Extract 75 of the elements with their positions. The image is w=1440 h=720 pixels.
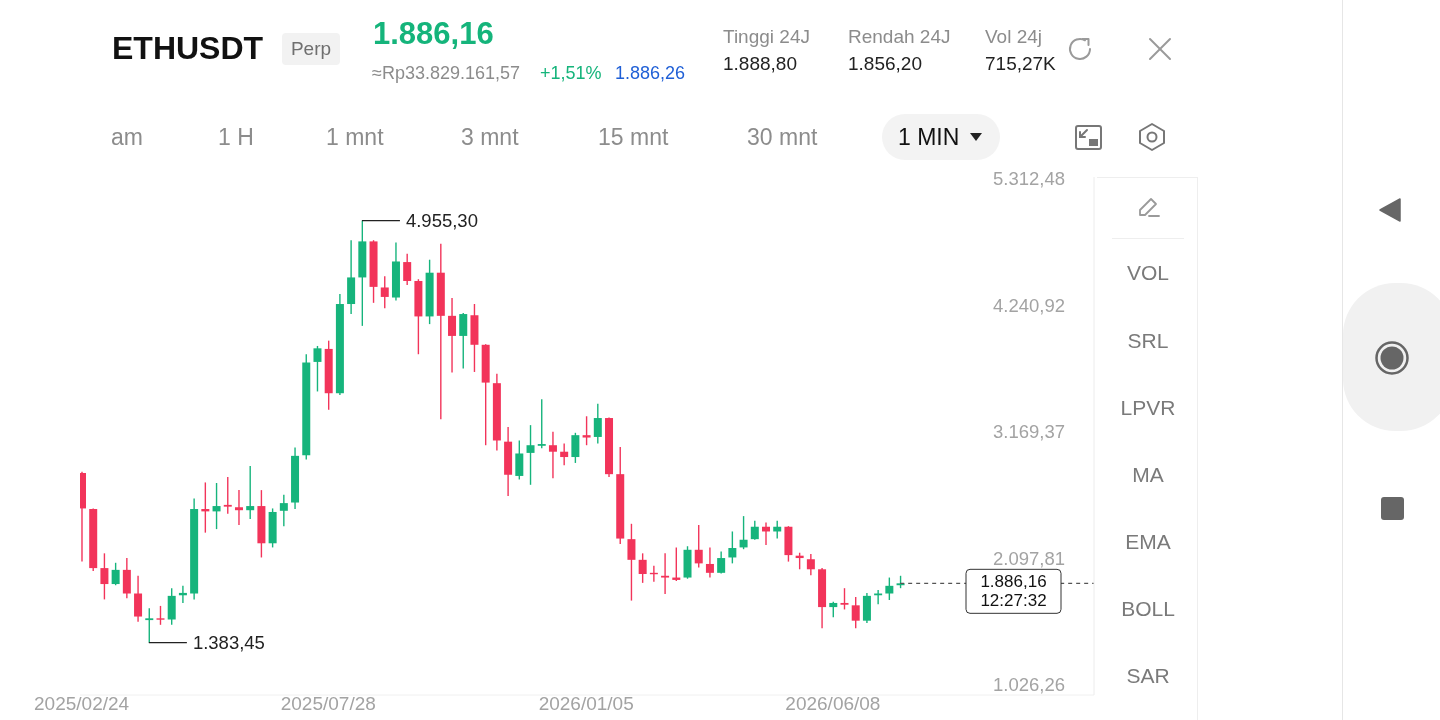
y-tick-label: 4.240,92 bbox=[992, 294, 1065, 316]
candlestick bbox=[582, 415, 591, 446]
text: Rendah 24J bbox=[848, 26, 951, 48]
candlestick bbox=[145, 607, 154, 644]
text: SRL bbox=[1127, 328, 1169, 354]
candlestick bbox=[571, 432, 580, 464]
candlestick bbox=[537, 398, 546, 449]
text: Vol 24j bbox=[985, 26, 1043, 48]
annotation: 1.383,45 bbox=[192, 632, 265, 654]
candlestick bbox=[122, 557, 131, 599]
text: 1 mnt bbox=[326, 123, 384, 151]
candlestick bbox=[134, 575, 143, 623]
candlestick bbox=[403, 253, 412, 286]
candlestick bbox=[100, 552, 109, 601]
text: 1.888,80 bbox=[723, 53, 797, 75]
candlestick bbox=[705, 546, 714, 579]
y-tick-label: 5.312,48 bbox=[992, 167, 1065, 189]
x-tick-label: 2026/01/05 bbox=[538, 693, 634, 715]
candlestick bbox=[156, 605, 165, 626]
text: +1,51% bbox=[540, 62, 602, 84]
text: 1.886,16 bbox=[373, 16, 494, 52]
candlestick bbox=[167, 587, 176, 626]
candlestick bbox=[380, 275, 389, 309]
candlestick bbox=[627, 523, 636, 602]
candlestick bbox=[548, 430, 557, 479]
candlestick bbox=[459, 312, 468, 370]
x-tick-label: 2025/02/24 bbox=[34, 693, 130, 715]
candlestick bbox=[593, 403, 602, 445]
text: 715,27K bbox=[985, 53, 1056, 75]
candlestick bbox=[234, 489, 243, 526]
text: SAR bbox=[1126, 663, 1170, 689]
y-tick-label: 3.169,37 bbox=[992, 421, 1065, 443]
text: 1.856,20 bbox=[848, 53, 922, 75]
text: BOLL bbox=[1121, 596, 1175, 622]
text: 3 mnt bbox=[461, 123, 519, 151]
candlestick bbox=[526, 424, 535, 486]
x-tick-label: 2026/06/08 bbox=[785, 693, 881, 715]
candlestick bbox=[885, 576, 894, 601]
candlestick bbox=[728, 530, 737, 565]
dropdown-button: 1 MIN bbox=[882, 114, 1000, 160]
text: 1 H bbox=[218, 123, 254, 151]
annotation: 4.955,30 bbox=[405, 210, 478, 232]
candlestick bbox=[739, 515, 748, 550]
candlestick bbox=[279, 494, 288, 527]
text: VOL bbox=[1126, 260, 1170, 286]
candlestick bbox=[111, 562, 120, 586]
candlestick bbox=[448, 297, 457, 374]
text: am bbox=[111, 123, 143, 151]
candlestick bbox=[750, 520, 759, 541]
candlestick bbox=[223, 476, 232, 515]
text: EMA bbox=[1125, 529, 1171, 555]
candlestick bbox=[212, 482, 221, 530]
candlestick bbox=[313, 345, 322, 393]
text: 30 mnt bbox=[747, 123, 818, 151]
ref-line-label: 1.886,16 12:27:32 bbox=[980, 572, 1047, 611]
candlestick bbox=[515, 439, 524, 481]
candlestick bbox=[560, 442, 569, 466]
text: 1.886,26 bbox=[615, 62, 686, 84]
candlestick bbox=[661, 552, 670, 595]
text: ≈Rp33.829.161,57 bbox=[372, 62, 520, 84]
y-tick-label: 2.097,81 bbox=[992, 547, 1065, 569]
text: LPVR bbox=[1120, 395, 1176, 421]
chart-title: ETHUSDT bbox=[112, 29, 264, 67]
text: MA bbox=[1132, 462, 1164, 488]
badge: Perp bbox=[282, 33, 340, 65]
candlestick bbox=[806, 553, 815, 576]
candlestick bbox=[694, 524, 703, 569]
x-tick-label: 2025/07/28 bbox=[280, 693, 376, 715]
candlestick bbox=[638, 552, 647, 584]
candlestick bbox=[840, 587, 849, 611]
candlestick bbox=[851, 596, 860, 630]
text: 15 mnt bbox=[598, 123, 669, 151]
y-tick-label: 1.026,26 bbox=[992, 674, 1065, 696]
candlestick bbox=[246, 465, 255, 520]
text: Tinggi 24J bbox=[723, 26, 810, 48]
